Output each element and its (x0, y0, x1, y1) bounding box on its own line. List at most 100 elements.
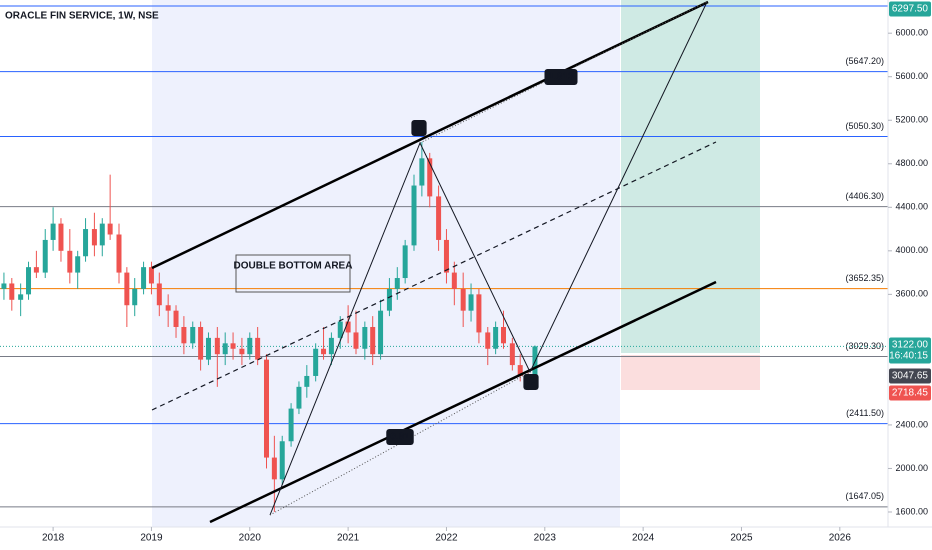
candle (58, 218, 64, 262)
candle (9, 278, 15, 311)
candle-body (296, 386, 302, 409)
candle (394, 267, 400, 300)
candle-body (451, 272, 457, 289)
price-tag (889, 368, 931, 384)
candle-body (386, 288, 392, 311)
candle (288, 403, 294, 447)
candle-body (402, 245, 408, 279)
y-tick-label: 2000.00 (895, 463, 928, 473)
candle-body (337, 321, 343, 338)
candle-body (26, 267, 32, 295)
candle-body (173, 310, 179, 327)
candle-body (18, 294, 24, 300)
candle (263, 354, 269, 469)
candle-body (362, 326, 368, 349)
annotation-box (235, 254, 351, 293)
candle (427, 152, 433, 208)
candle-body (443, 239, 449, 273)
annotation-bg (386, 429, 414, 445)
candle (476, 288, 482, 344)
candle (362, 321, 368, 360)
candle-body (493, 326, 499, 349)
channel-upper (151, 0, 709, 270)
candle (222, 332, 228, 366)
candle (198, 321, 204, 371)
candle-body (394, 278, 400, 289)
stop-zone (621, 355, 760, 390)
annotation-bg (544, 69, 578, 85)
x-tick-label: 2018 (42, 533, 65, 544)
annotation: DOUBLE BOTTOM AREA (234, 261, 353, 272)
candle (230, 332, 236, 360)
annotation: C (527, 377, 534, 388)
price-tag-label: 3047.65 (892, 371, 929, 382)
candle (165, 294, 171, 327)
candle-body (190, 326, 196, 344)
candle (18, 283, 24, 317)
candle (468, 283, 474, 322)
price-tag-label: 2718.45 (892, 388, 929, 399)
candle (91, 212, 97, 257)
candle-body (378, 310, 384, 355)
candle (296, 381, 302, 415)
candle (83, 218, 89, 262)
candle-body (436, 196, 442, 240)
level-label: (1647.05) (845, 491, 884, 501)
candle (107, 174, 113, 240)
candle-body (517, 365, 523, 376)
candle (279, 435, 285, 485)
level-label: (4406.30) (845, 191, 884, 201)
x-tick-label: 2026 (829, 533, 852, 544)
candle-body (532, 346, 538, 382)
candle (460, 272, 466, 327)
candle-body (124, 272, 130, 306)
candle (173, 305, 179, 338)
candle-body (345, 321, 351, 333)
candle-body (328, 337, 334, 355)
candle-body (500, 326, 506, 344)
candle-body (271, 457, 277, 480)
candle-body (230, 343, 236, 349)
price-tag (889, 337, 931, 364)
candle (205, 332, 211, 366)
candle-body (214, 337, 220, 355)
candle (255, 326, 261, 366)
abc-path (269, 1, 708, 516)
time-axis (0, 527, 932, 550)
level-label: (5050.30) (845, 121, 884, 131)
candle (42, 229, 48, 279)
y-tick-label: 5200.00 (895, 115, 928, 125)
candle (451, 261, 457, 306)
channel-lower (209, 280, 717, 524)
candle (156, 272, 162, 317)
y-tick-label: 5600.00 (895, 71, 928, 81)
candle-body (50, 223, 56, 240)
candle (402, 239, 408, 284)
candle (271, 435, 277, 512)
candle (1, 272, 7, 300)
candle-body (468, 294, 474, 311)
candle-body (288, 408, 294, 442)
candle-body (42, 239, 48, 273)
candle-body (222, 343, 228, 355)
candle (353, 310, 359, 355)
candle-body (476, 294, 482, 333)
candle-body (148, 267, 154, 284)
candle-body (107, 223, 113, 235)
candle (304, 365, 310, 398)
candle-body (427, 158, 433, 197)
candle-body (304, 375, 310, 387)
target-zone (621, 0, 760, 353)
candle (33, 250, 39, 279)
candle-body (75, 256, 81, 273)
x-tick-label: 2024 (632, 533, 655, 544)
y-tick-label: 3600.00 (895, 289, 928, 299)
y-tick-label: 4000.00 (895, 245, 928, 255)
level-label: (5647.20) (845, 56, 884, 66)
candle (378, 299, 384, 360)
candle-body (67, 250, 73, 273)
candle (116, 223, 122, 284)
candle-body (205, 337, 211, 360)
candle-body (509, 343, 515, 366)
candle (50, 207, 56, 251)
